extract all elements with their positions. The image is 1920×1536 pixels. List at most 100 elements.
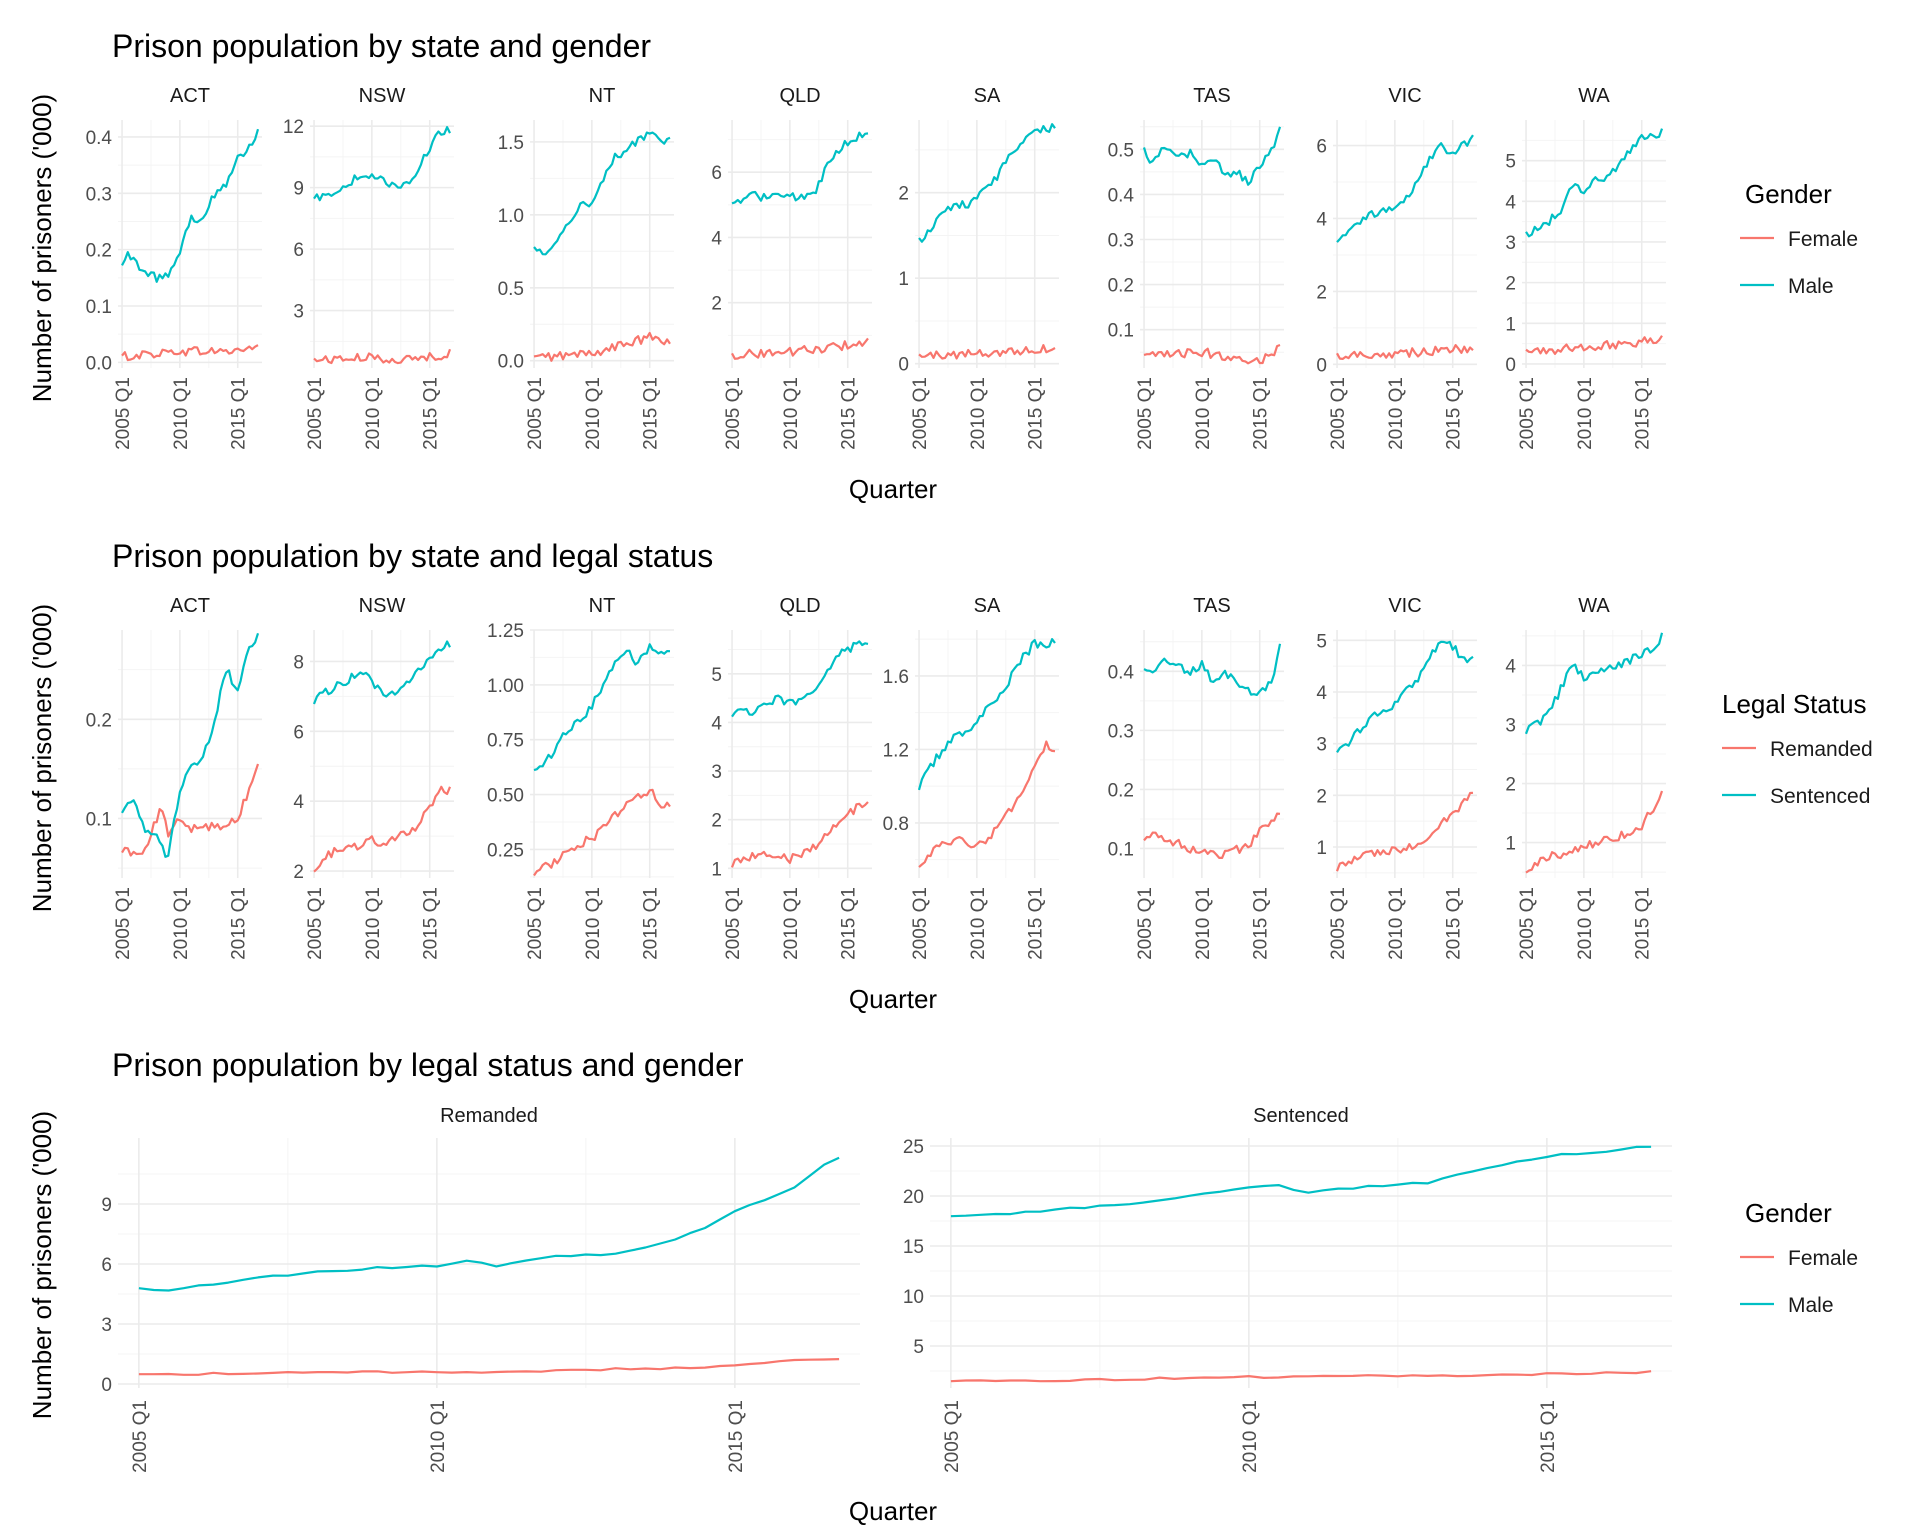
y-tick-label: 2	[293, 862, 304, 883]
strip-label: QLD	[779, 85, 820, 107]
x-tick-label: 2005 Q1	[1135, 887, 1156, 960]
series-line-remanded	[730, 801, 869, 868]
y-tick-label: 0.1	[86, 297, 112, 318]
series-line-female	[1336, 344, 1474, 360]
y-tick-label: 2	[711, 811, 722, 832]
series-line-male	[918, 123, 1056, 243]
chart-title: Prison population by legal status and ge…	[112, 1047, 744, 1083]
strip-label: WA	[1578, 85, 1610, 107]
y-axis-label: Number of prisoners ('000)	[27, 1111, 57, 1419]
x-tick-label: 2015 Q1	[1444, 377, 1465, 450]
legend: Gender Female Male	[1740, 179, 1858, 298]
legend-label-sentenced: Sentenced	[1770, 785, 1870, 808]
strip-label: TAS	[1193, 595, 1230, 617]
y-tick-label: 0.4	[1108, 185, 1135, 206]
y-tick-label: 0.3	[1108, 721, 1134, 742]
strip-label: WA	[1578, 595, 1610, 617]
series-line-sentenced	[1336, 640, 1474, 753]
y-tick-label: 1.6	[883, 667, 909, 688]
y-tick-label: 0.0	[86, 353, 112, 374]
y-tick-label: 6	[1316, 137, 1327, 158]
y-tick-label: 3	[293, 302, 304, 323]
y-tick-label: 0.4	[1108, 662, 1135, 683]
y-tick-label: 0	[1316, 355, 1327, 376]
y-tick-label: 1	[1505, 834, 1516, 855]
series-line-female	[1525, 335, 1663, 355]
y-tick-label: 1	[711, 859, 722, 880]
y-tick-label: 0.5	[498, 279, 524, 300]
x-axis-label: Quarter	[849, 474, 937, 504]
panel-nt: NT 0.25 0.50 0.75 1.00 1.25 2005 Q1 2010 Q1 2015…	[487, 595, 674, 960]
legend-title: Gender	[1745, 179, 1832, 209]
x-tick-label: 2015 Q1	[726, 1400, 747, 1473]
series-line-sentenced	[1143, 643, 1282, 696]
y-tick-label: 4	[1316, 209, 1327, 230]
x-tick-label: 2005 Q1	[723, 377, 744, 450]
legend: Gender Female Male	[1740, 1198, 1858, 1317]
x-tick-label: 2010 Q1	[1386, 377, 1407, 450]
x-tick-label: 2005 Q1	[910, 377, 931, 450]
strip-label: SA	[974, 595, 1001, 617]
chart-title: Prison population by state and gender	[112, 28, 651, 64]
y-tick-label: 5	[913, 1337, 924, 1358]
chart-row-1: Prison population by state and gender ACT…	[27, 28, 1858, 504]
x-axis-label: Quarter	[849, 1496, 937, 1526]
series-line-male	[1525, 128, 1664, 238]
y-axis-label: Number of prisoners ('000)	[27, 94, 57, 402]
legend-title: Gender	[1745, 1198, 1832, 1228]
chart-title: Prison population by state and legal sta…	[112, 538, 713, 574]
y-tick-label: 0.1	[86, 809, 112, 830]
panel-act: ACT 0.1 0.2 2005 Q1 2010 Q1 2015 Q1	[86, 595, 262, 960]
y-tick-label: 4	[1505, 192, 1516, 213]
x-tick-label: 2005 Q1	[305, 887, 326, 960]
y-tick-label: 2	[1505, 775, 1516, 796]
series-line-sentenced	[533, 643, 671, 772]
panel-qld: QLD 1 2 3 4 5 2005 Q1 2010 Q1 2015 Q1	[711, 595, 872, 960]
y-tick-label: 6	[711, 163, 722, 184]
y-tick-label: 0	[898, 355, 909, 376]
panel-nt: NT 0.0 0.5 1.0 1.5 2005 Q1 2010 Q1 2015 Q1	[498, 85, 674, 450]
series-line-female	[121, 344, 259, 362]
x-tick-label: 2010 Q1	[428, 1400, 449, 1473]
y-tick-label: 0.3	[1108, 230, 1134, 251]
series-line-remanded	[121, 763, 260, 857]
y-tick-label: 0.1	[1108, 321, 1134, 342]
panel-remanded: Remanded 0 3 6 9 2005 Q1 2010 Q1 2015 Q1	[101, 1105, 860, 1473]
x-tick-label: 2005 Q1	[942, 1400, 963, 1473]
strip-label: VIC	[1388, 85, 1421, 107]
strip-label: ACT	[170, 85, 210, 107]
series-line-remanded	[313, 785, 452, 873]
x-tick-label: 2015 Q1	[229, 377, 250, 450]
y-tick-label: 5	[1505, 152, 1516, 173]
y-tick-label: 4	[1505, 656, 1516, 677]
x-tick-label: 2005 Q1	[113, 377, 134, 450]
x-tick-label: 2010 Q1	[968, 887, 989, 960]
x-tick-label: 2010 Q1	[1193, 887, 1214, 960]
x-tick-label: 2015 Q1	[1444, 887, 1465, 960]
y-tick-label: 1.25	[487, 621, 524, 642]
y-tick-label: 0.8	[883, 814, 909, 835]
y-tick-label: 1	[898, 269, 909, 290]
y-tick-label: 2	[1505, 274, 1516, 295]
x-tick-label: 2005 Q1	[525, 377, 546, 450]
y-tick-label: 0.75	[487, 731, 524, 752]
x-tick-label: 2005 Q1	[113, 887, 134, 960]
x-tick-label: 2010 Q1	[583, 887, 604, 960]
x-tick-label: 2010 Q1	[1575, 377, 1596, 450]
strip-label: VIC	[1388, 595, 1421, 617]
series-line-sentenced	[1524, 632, 1664, 735]
series-line-female	[918, 344, 1056, 360]
y-tick-label: 3	[1505, 233, 1516, 254]
series-line-male	[1336, 134, 1474, 243]
x-tick-label: 2015 Q1	[641, 377, 662, 450]
strip-label: NSW	[359, 595, 406, 617]
y-tick-label: 1.2	[883, 740, 909, 761]
y-tick-label: 3	[1505, 715, 1516, 736]
x-tick-label: 2010 Q1	[1240, 1400, 1261, 1473]
legend-label-female: Female	[1788, 1247, 1858, 1270]
series-line-female	[731, 337, 869, 360]
panel-wa: WA 1 2 3 4 2005 Q1 2010 Q1 2015 Q1	[1505, 595, 1666, 960]
strip-label: QLD	[779, 595, 820, 617]
y-tick-label: 0.25	[487, 840, 524, 861]
